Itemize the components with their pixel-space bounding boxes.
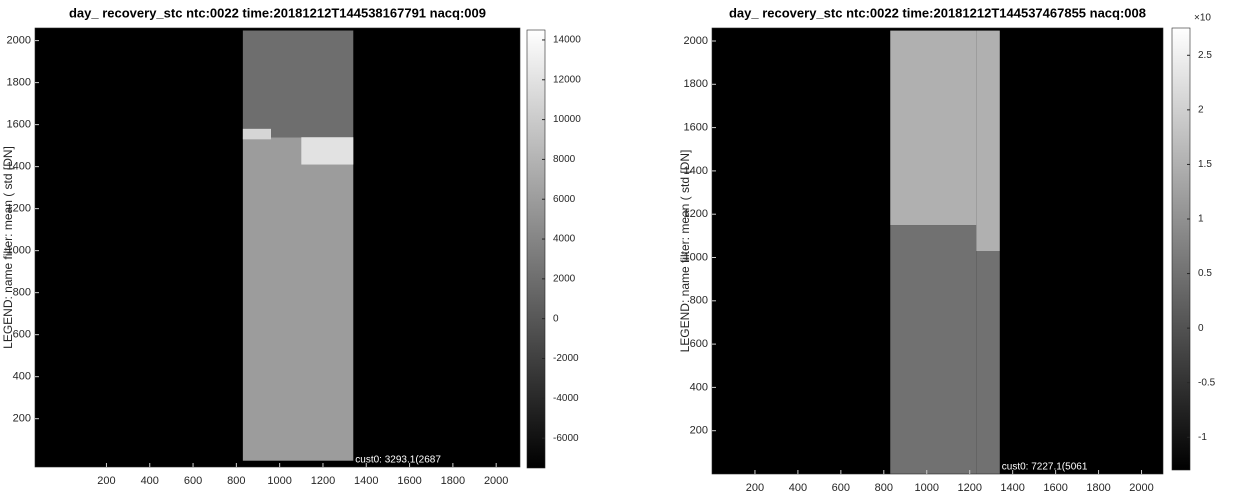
x-tick-label: 1200 [957, 482, 981, 493]
y-tick-label: 2000 [7, 35, 31, 47]
y-tick-label: 200 [13, 413, 31, 425]
colorbar-tick-label: 1.5 [1198, 159, 1212, 170]
colorbar-tick-label: 2 [1198, 104, 1204, 115]
colorbar-tick-label: 0 [1198, 323, 1204, 334]
x-tick-label: 800 [875, 482, 893, 493]
colorbar-tick-label: 2000 [553, 274, 576, 285]
x-tick-label: 600 [832, 482, 850, 493]
region [301, 137, 354, 165]
y-tick-label: 1600 [684, 121, 708, 133]
chart-title: day_ recovery_stc ntc:0022 time:20181212… [729, 5, 1146, 20]
y-tick-label: 2000 [684, 35, 708, 47]
colorbar-tick-label: 6000 [553, 194, 576, 205]
x-tick-label: 200 [97, 475, 115, 487]
region [890, 225, 977, 474]
colorbar-tick-label: -0.5 [1198, 377, 1216, 388]
x-tick-label: 1400 [354, 475, 378, 487]
colorbar [1171, 27, 1191, 471]
region [242, 30, 354, 138]
colorbar [526, 29, 546, 469]
y-tick-label: 1400 [684, 165, 708, 177]
region [890, 30, 977, 226]
colorbar-tick-label: 0.5 [1198, 268, 1212, 279]
y-tick-label: 1800 [684, 78, 708, 90]
x-tick-label: 400 [141, 475, 159, 487]
colorbar-tick-label: 0 [553, 313, 559, 324]
y-tick-label: 1400 [7, 161, 31, 173]
colorbar-tick-label: 14000 [553, 35, 581, 46]
colorbar-tick-label: -2000 [553, 353, 579, 364]
x-tick-label: 400 [789, 482, 807, 493]
x-tick-label: 1000 [267, 475, 291, 487]
chart-title: day_ recovery_stc ntc:0022 time:20181212… [69, 5, 486, 20]
y-tick-label: 400 [13, 371, 31, 383]
colorbar-tick-label: -1 [1198, 432, 1207, 443]
colorbar-tick-label: 8000 [553, 154, 576, 165]
x-tick-label: 2000 [1129, 482, 1153, 493]
y-tick-label: 800 [690, 295, 708, 307]
x-tick-label: 1200 [311, 475, 335, 487]
x-tick-label: 1800 [1086, 482, 1110, 493]
y-tick-label: 1600 [7, 119, 31, 131]
y-tick-label: 600 [13, 329, 31, 341]
y-tick-label: 200 [690, 425, 708, 437]
x-tick-label: 1000 [915, 482, 939, 493]
y-tick-label: 1000 [684, 251, 708, 263]
region [976, 30, 1000, 252]
x-tick-label: 1400 [1000, 482, 1024, 493]
colorbar-tick-label: -6000 [553, 433, 579, 444]
colorbar-tick-label: 2.5 [1198, 50, 1212, 61]
y-tick-label: 600 [690, 338, 708, 350]
y-tick-label: 1200 [684, 208, 708, 220]
colorbar-exponent: ×10 [1194, 13, 1211, 24]
annotation: cust0: 3293.1(2687 [355, 455, 441, 466]
y-tick-label: 800 [13, 287, 31, 299]
x-tick-label: 1600 [397, 475, 421, 487]
region [242, 137, 354, 461]
colorbar-tick-label: 1 [1198, 214, 1204, 225]
x-tick-label: 1800 [441, 475, 465, 487]
y-tick-label: 1000 [7, 245, 31, 257]
x-tick-label: 1600 [1043, 482, 1067, 493]
region [976, 251, 1000, 474]
colorbar-tick-label: 10000 [553, 114, 581, 125]
axes-box [34, 27, 521, 468]
y-tick-label: 1800 [7, 77, 31, 89]
x-tick-label: 800 [227, 475, 245, 487]
colorbar-tick-label: 4000 [553, 234, 576, 245]
y-axis-label: LEGEND: name filter: mean ( std [DN] [1, 146, 15, 349]
y-axis-label: LEGEND: name filter: mean ( std [DN] [678, 150, 692, 353]
annotation: cust0: 7227.1(5061 [1002, 462, 1088, 473]
region [242, 128, 272, 140]
y-tick-label: 1200 [7, 203, 31, 215]
x-tick-label: 600 [184, 475, 202, 487]
colorbar-tick-label: -4000 [553, 393, 579, 404]
colorbar-tick-label: 12000 [553, 74, 581, 85]
x-tick-label: 200 [746, 482, 764, 493]
y-tick-label: 400 [690, 381, 708, 393]
x-tick-label: 2000 [484, 475, 508, 487]
axes-box [711, 27, 1164, 475]
